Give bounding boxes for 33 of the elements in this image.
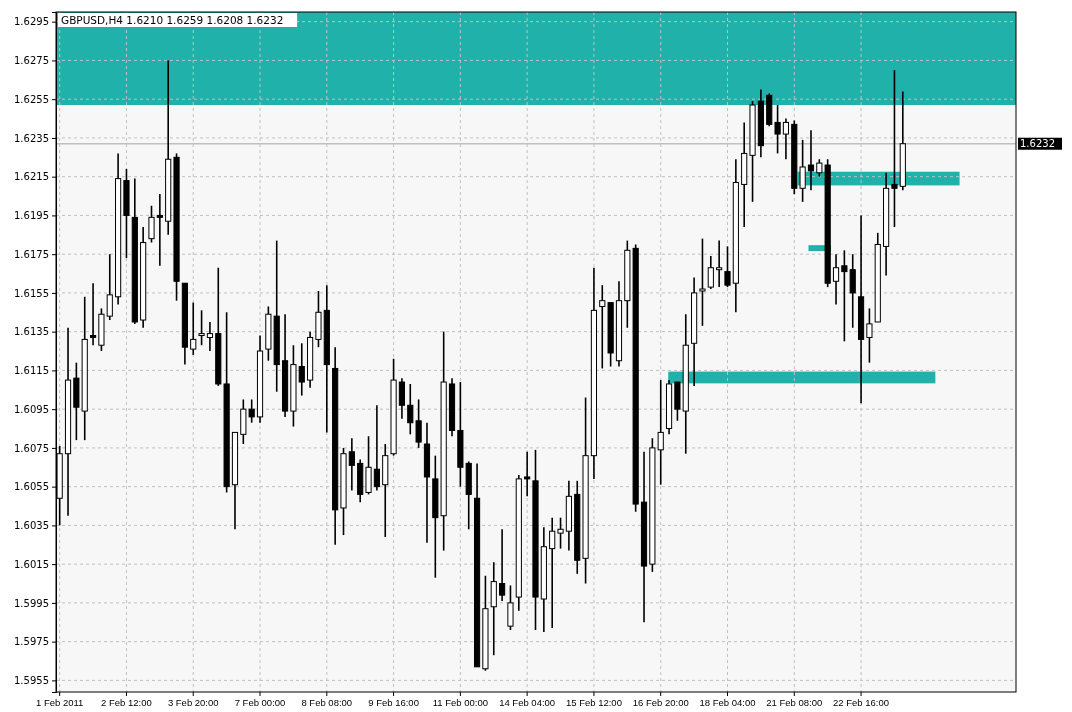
x-tick-label: 2 Feb 12:00 bbox=[101, 697, 152, 708]
y-tick-label: 1.6215 bbox=[14, 171, 49, 183]
y-tick-label: 1.6035 bbox=[14, 520, 49, 532]
x-tick-label: 11 Feb 00:00 bbox=[432, 697, 489, 708]
x-tick-label: 1 Feb 2011 bbox=[35, 697, 84, 708]
x-tick-label: 9 Feb 16:00 bbox=[368, 697, 419, 708]
y-tick-label: 1.6195 bbox=[14, 210, 49, 222]
x-tick-label: 14 Feb 04:00 bbox=[499, 697, 556, 708]
y-tick-label: 1.5955 bbox=[14, 675, 49, 687]
y-tick-label: 1.6275 bbox=[14, 55, 49, 67]
y-tick-label: 1.6015 bbox=[14, 558, 49, 570]
y-tick-label: 1.6055 bbox=[14, 481, 49, 493]
y-tick-label: 1.6155 bbox=[14, 287, 49, 299]
y-tick-label: 1.6295 bbox=[14, 16, 49, 28]
y-tick-label: 1.5975 bbox=[14, 636, 49, 648]
x-tick-label: 15 Feb 12:00 bbox=[565, 697, 622, 708]
x-tick-label: 22 Feb 16:00 bbox=[833, 697, 890, 708]
y-tick-label: 1.6115 bbox=[14, 365, 49, 377]
y-tick-label: 1.6075 bbox=[14, 442, 49, 454]
x-tick-label: 16 Feb 20:00 bbox=[632, 697, 689, 708]
y-tick-label: 1.6255 bbox=[14, 93, 49, 105]
ref-line-label: 1.6232 bbox=[1020, 138, 1055, 150]
x-tick-label: 7 Feb 00:00 bbox=[234, 697, 286, 708]
y-tick-label: 1.6235 bbox=[14, 132, 49, 144]
y-tick-label: 1.6135 bbox=[14, 326, 49, 338]
chart-title: GBPUSD,H4 1.6210 1.6259 1.6208 1.6232 bbox=[61, 14, 284, 26]
x-tick-label: 21 Feb 08:00 bbox=[766, 697, 823, 708]
y-tick-label: 1.6095 bbox=[14, 403, 49, 415]
x-tick-label: 8 Feb 08:00 bbox=[301, 697, 353, 708]
x-tick-label: 18 Feb 04:00 bbox=[699, 697, 756, 708]
y-tick-label: 1.6175 bbox=[14, 248, 49, 260]
y-tick-label: 1.5995 bbox=[14, 597, 49, 609]
x-tick-label: 3 Feb 20:00 bbox=[167, 697, 219, 708]
